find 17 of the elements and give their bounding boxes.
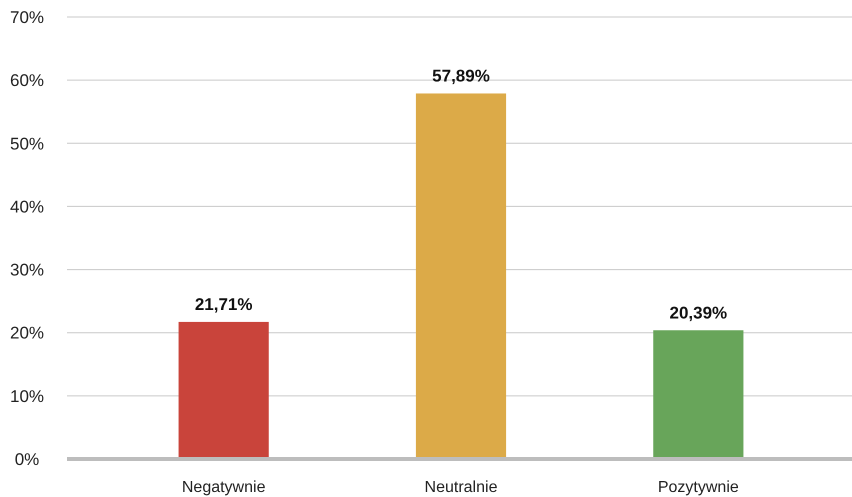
x-tick-label: Pozytywnie [658, 479, 739, 496]
data-label: 57,89% [432, 66, 490, 86]
y-tick-label: 70% [10, 8, 44, 27]
data-label: 20,39% [669, 303, 728, 322]
x-tick-label: Negatywnie [182, 479, 266, 496]
y-tick-label: 60% [10, 71, 44, 90]
bar [653, 330, 744, 459]
y-tick-label: 10% [10, 386, 44, 406]
y-tick-label: 50% [10, 134, 44, 154]
data-label: 21,71% [194, 294, 253, 314]
y-tick-label: 40% [10, 197, 44, 216]
y-tick-label: 30% [10, 260, 44, 280]
bar [416, 93, 506, 459]
x-tick-label: Neutralnie [424, 479, 498, 496]
y-tick-label: 0% [14, 450, 40, 469]
bar [178, 322, 269, 459]
y-tick-label: 20% [10, 324, 44, 343]
